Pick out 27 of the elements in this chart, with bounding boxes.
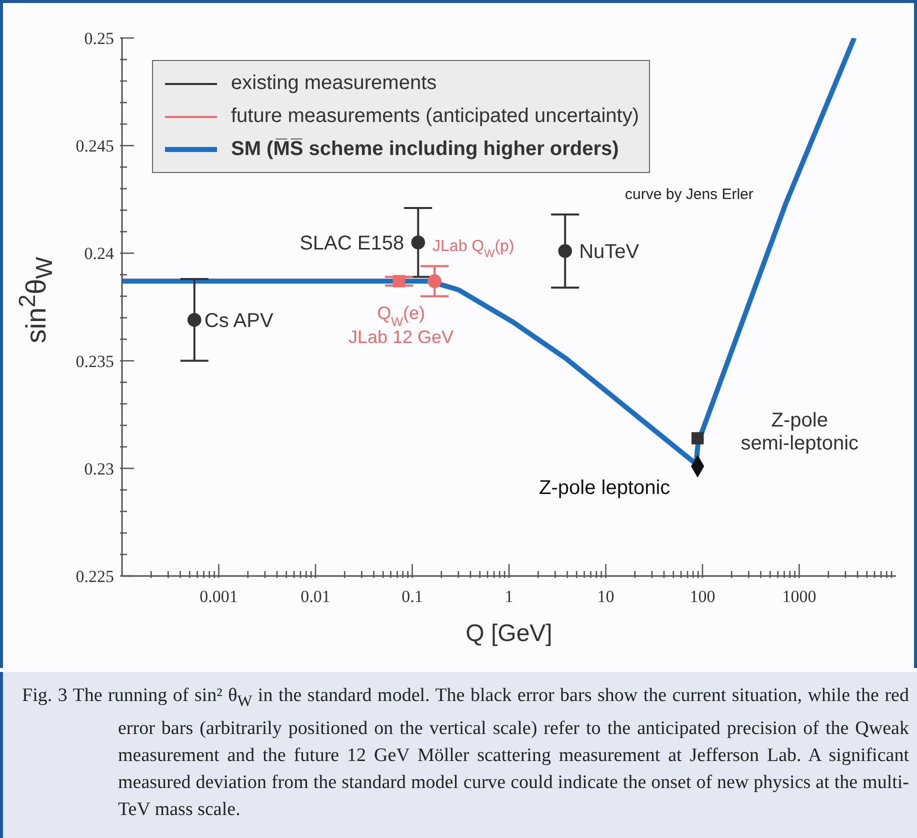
y-tick-label: 0.24 (84, 244, 114, 264)
y-tick-label: 0.225 (76, 567, 114, 586)
annotation: SLAC E158 (300, 232, 404, 254)
annotation: JLab Q$_{W}$(p) (432, 238, 514, 260)
x-tick-label: 1000 (782, 587, 816, 606)
legend-label: SM (M̅S̅ scheme including higher orders) (231, 138, 619, 161)
caption: Fig. 3 The running of sin² θ$_{W}$ in the standard model. The black error bars show the current situation, while the red error bars (arbitrarily positioned on the vertical scale) refer to the anticipated precision of the Qweak measurement and the future 12 GeV Möller scattering measurement at Jefferson Lab. A significant measured deviation from the standard model curve could indicate the onset of new physics at the multi-TeV mass scale. (21, 684, 910, 822)
legend-label: future measurements (anticipated uncertainty) (231, 105, 639, 128)
y-tick-label: 0.23 (84, 459, 114, 478)
annotation: Q$_{W}$(e) (377, 303, 425, 330)
x-tick-label: 0.01 (300, 587, 330, 606)
annotation: Z-pole semi-leptonic (740, 409, 859, 454)
x-tick-label: 0.1 (402, 587, 423, 606)
y-tick-label: 0.245 (76, 136, 114, 156)
annotation: Z-pole leptonic (539, 477, 670, 500)
annotation: curve by Jens Erler (625, 186, 754, 203)
y-tick-label: 0.25 (84, 29, 114, 48)
x-tick-label: 10 (597, 587, 614, 606)
annotation: Cs APV (204, 310, 274, 332)
annotation: JLab 12 GeV (348, 327, 454, 348)
y-tick-label: 0.235 (76, 352, 114, 371)
x-tick-label: 1 (504, 587, 514, 606)
legend-label: existing measurements (231, 72, 437, 95)
x-axis-title: Q [GeV] (466, 620, 552, 648)
annotation: NuTeV (579, 241, 640, 264)
x-tick-label: 0.001 (200, 587, 238, 606)
x-tick-label: 100 (690, 587, 716, 606)
